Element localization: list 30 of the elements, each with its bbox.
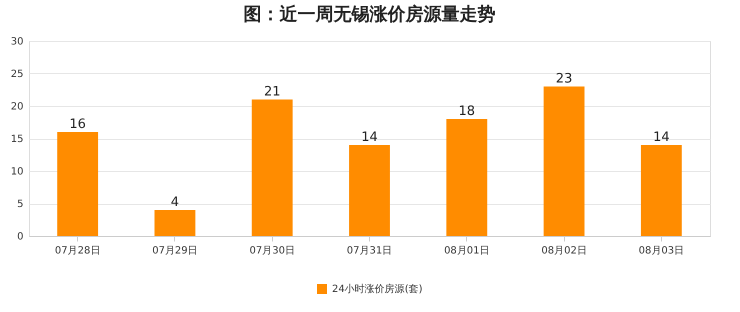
data-label: 14: [653, 130, 670, 145]
y-tick-label: 30: [10, 36, 24, 48]
data-label: 16: [69, 117, 86, 132]
x-tick-label: 07月30日: [249, 246, 295, 256]
data-label: 14: [361, 130, 378, 145]
x-tick-label: 07月29日: [152, 246, 198, 256]
bar: [349, 145, 390, 236]
x-tick-label: 08月03日: [638, 246, 684, 256]
data-label: 21: [264, 84, 280, 100]
legend-label: 24小时涨价房源(套): [332, 283, 423, 295]
x-tick-label: 07月31日: [346, 246, 392, 256]
bar: [154, 210, 196, 236]
y-tick-label: 5: [17, 199, 24, 210]
y-tick-label: 0: [17, 232, 24, 242]
data-label: 4: [170, 195, 180, 210]
data-label: 18: [458, 104, 476, 119]
chart-title: 图：近一周无锡涨价房源量走势: [244, 4, 496, 25]
bar: [544, 86, 584, 236]
bar: [446, 119, 488, 236]
y-tick-label: 25: [10, 69, 24, 80]
x-tick-label: 07月28日: [54, 246, 100, 256]
y-tick-label: 20: [10, 102, 24, 112]
x-tick-label: 08月01日: [444, 246, 490, 256]
x-tick-label: 08月02日: [541, 246, 587, 256]
bar: [640, 145, 682, 236]
data-label: 23: [556, 72, 572, 86]
y-tick-label: 15: [10, 134, 24, 145]
bar: [57, 132, 98, 236]
y-tick-label: 10: [10, 166, 24, 178]
bar: [252, 100, 293, 236]
